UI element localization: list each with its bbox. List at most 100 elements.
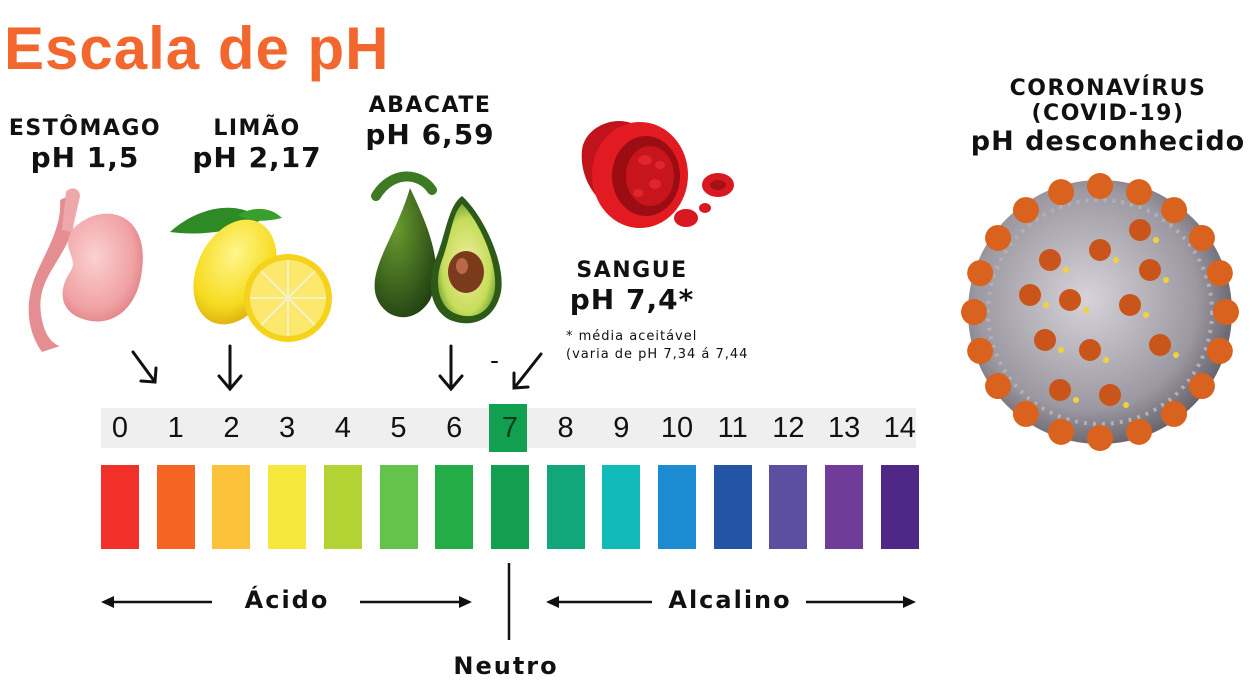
blood-ph: pH 7,4* xyxy=(569,283,695,316)
ph-swatch-12 xyxy=(769,465,808,549)
ph-swatch-7 xyxy=(490,465,529,549)
ph-swatch-11 xyxy=(713,465,752,549)
virus-protein-dot xyxy=(1163,277,1169,283)
virus-protein-dot xyxy=(1173,352,1179,358)
neutral-label: Neutro xyxy=(448,652,564,680)
virus-name: CORONAVÍRUS xyxy=(1009,76,1207,101)
virus-spike xyxy=(1213,299,1239,325)
virus-protein-dot xyxy=(1073,397,1079,403)
virus-spike xyxy=(1129,219,1151,241)
virus-spike xyxy=(985,224,1012,251)
virus-spike xyxy=(961,299,987,325)
virus-spike xyxy=(985,373,1012,400)
ph-number-0: 0 xyxy=(111,412,129,444)
blood-vessel-illustration xyxy=(581,120,734,228)
blood-ph-note: * média aceitável (varia de pH 7,34 á 7,… xyxy=(566,328,748,364)
ph-number-4: 4 xyxy=(334,412,351,444)
stomach-illustration xyxy=(28,188,143,352)
virus-ph: pH desconhecido xyxy=(970,126,1246,157)
ph-number-6: 6 xyxy=(446,412,463,444)
virus-spike xyxy=(1019,284,1041,306)
ph-number-9: 9 xyxy=(613,412,630,444)
ph-swatch-0 xyxy=(101,465,139,549)
stomach-name: ESTÔMAGO xyxy=(8,116,162,141)
ph-number-8: 8 xyxy=(557,412,574,444)
neutral-highlight xyxy=(489,404,527,452)
virus-spike xyxy=(1206,260,1233,287)
ph-number-2: 2 xyxy=(223,412,240,444)
virus-spike xyxy=(1079,339,1101,361)
arrow-down-icon xyxy=(131,350,158,384)
acid-label: Ácido xyxy=(232,586,342,614)
note-line-1: * média aceitável xyxy=(566,329,698,344)
avocado-illustration xyxy=(371,171,502,324)
virus-sub: (COVID-19) xyxy=(1031,101,1185,126)
ph-swatch-13 xyxy=(825,465,864,549)
blood-label: SANGUE pH 7,4* xyxy=(557,258,707,316)
ph-number-10: 10 xyxy=(660,412,694,444)
ph-number-7: 7 xyxy=(501,412,518,444)
avocado-name: ABACATE xyxy=(368,93,492,118)
virus-spike xyxy=(1049,379,1071,401)
virus-spike xyxy=(1161,197,1188,224)
virus-protein-dot xyxy=(1113,257,1119,263)
ph-swatch-4 xyxy=(323,465,362,549)
avocado-ph: pH 6,59 xyxy=(365,118,495,151)
virus-spike xyxy=(1125,418,1152,445)
virus-spike xyxy=(1149,334,1171,356)
ph-number-11: 11 xyxy=(717,412,748,444)
virus-spike xyxy=(1048,179,1075,206)
ph-number-3: 3 xyxy=(279,412,296,444)
page-title: Escala de pH xyxy=(4,15,390,82)
virus-protein-dot xyxy=(1143,312,1149,318)
virus-spike xyxy=(1139,259,1161,281)
virus-protein-dot xyxy=(1063,267,1069,273)
virus-protein-dot xyxy=(1058,347,1064,353)
note-line-2: (varia de pH 7,34 á 7,44 xyxy=(566,347,749,362)
virus-spike xyxy=(1059,289,1081,311)
ph-swatch-8 xyxy=(546,465,585,549)
ph-swatch-6 xyxy=(435,465,474,549)
virus-spike xyxy=(1012,197,1039,224)
virus-spike xyxy=(1206,337,1233,364)
avocado-label: ABACATE pH 6,59 xyxy=(355,93,505,151)
blood-name: SANGUE xyxy=(576,258,688,283)
ph-swatch-1 xyxy=(156,465,195,549)
ph-swatch-10 xyxy=(658,465,696,549)
virus-spike xyxy=(1099,384,1121,406)
arrow-down-icon xyxy=(438,344,464,392)
virus-spike xyxy=(967,260,994,287)
virus-spike xyxy=(967,337,994,364)
virus-spike xyxy=(1087,425,1113,451)
virus-protein-dot xyxy=(1123,402,1129,408)
lemon-name: LIMÃO xyxy=(213,116,301,141)
virus-protein-dot xyxy=(1103,357,1109,363)
alkaline-label: Alcalino xyxy=(660,586,800,614)
scale-direction-lines xyxy=(101,563,916,640)
virus-spike xyxy=(1039,249,1061,271)
ph-number-14: 14 xyxy=(883,412,916,444)
virus-spike xyxy=(1048,418,1075,445)
virus-spike xyxy=(1089,239,1111,261)
ph-swatch-2 xyxy=(212,465,251,549)
ph-swatch-3 xyxy=(268,465,307,549)
stomach-label: ESTÔMAGO pH 1,5 xyxy=(0,116,170,174)
lemon-illustration xyxy=(170,207,332,342)
pointer-arrows xyxy=(131,344,543,392)
ph-swatch-9 xyxy=(602,465,641,549)
ph-swatch-14 xyxy=(880,465,919,549)
coronavirus-illustration xyxy=(961,173,1239,451)
virus-spike xyxy=(1012,400,1039,427)
ph-number-1: 1 xyxy=(167,412,184,444)
virus-spike xyxy=(1119,294,1141,316)
virus-spike xyxy=(1034,329,1056,351)
virus-label: CORONAVÍRUS (COVID-19) pH desconhecido xyxy=(963,76,1253,157)
virus-spike xyxy=(1161,400,1188,427)
stomach-ph: pH 1,5 xyxy=(30,141,140,174)
ph-number-12: 12 xyxy=(772,412,805,444)
arrow-down-icon xyxy=(217,344,243,392)
virus-protein-dot xyxy=(1043,302,1049,308)
virus-spike xyxy=(1087,173,1113,199)
virus-protein-dot xyxy=(1083,307,1089,313)
